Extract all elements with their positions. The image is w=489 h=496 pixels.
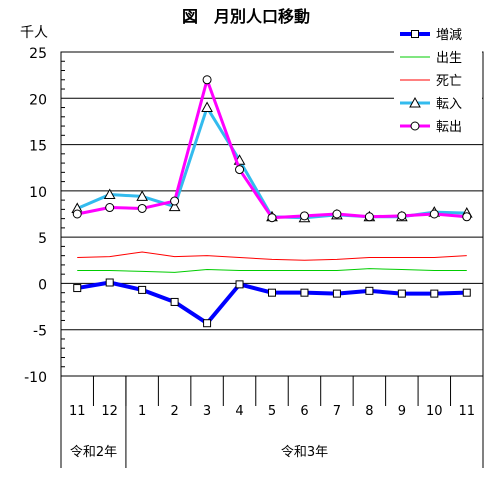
series-group [71,75,473,328]
x-tick-label: 8 [365,404,373,419]
x-tick-label: 11 [458,404,475,419]
x-tick-label: 10 [426,404,443,419]
data-point [103,188,116,200]
data-point [137,203,147,213]
data-point [72,209,82,219]
data-point [105,203,115,213]
legend-label: 出生 [436,51,462,66]
data-point [201,101,213,113]
data-point [397,289,406,298]
data-point [268,288,276,297]
x-tick-label: 7 [333,404,341,419]
legend-background [394,70,482,90]
data-point [235,165,245,175]
legend-background [394,116,482,136]
data-point [203,319,212,328]
data-point [300,288,309,297]
y-axis-ticks: -10 -5 0 5 10 15 20 25 [24,46,65,386]
legend-label: 増減 [436,27,462,43]
y-tick-label: 5 [38,231,47,247]
data-point [299,211,309,221]
x-tick-label: 11 [69,404,86,419]
data-point [168,200,181,212]
x-tick-label: 12 [101,404,118,419]
y-axis-unit-label: 千人 [20,25,48,41]
legend-label: 転入 [436,97,462,112]
data-point [364,212,374,222]
series-line-2 [77,251,467,261]
chart-title: 図 月別人口移動 [182,7,310,26]
data-point [267,213,277,223]
data-point [170,297,179,306]
data-point [202,75,212,85]
y-tick-label: 0 [38,277,47,293]
x-tick-label: 5 [268,404,276,419]
data-point [462,288,471,297]
year-group-label: 令和3年 [281,445,328,460]
y-tick-label: 20 [29,92,47,108]
series-line-0 [76,280,467,326]
legend-marker [410,121,420,131]
data-point [136,190,149,201]
year-group-label: 令和2年 [70,445,117,460]
data-point [429,209,439,219]
legend-label: 転出 [436,120,462,135]
x-tick-label: 9 [398,404,406,419]
data-point [332,209,342,219]
y-tick-label: 25 [29,46,47,62]
legend-background [394,93,482,113]
data-point [397,211,407,221]
legend-background [394,24,482,44]
x-tick-label: 6 [300,404,308,419]
legend-background [394,47,482,67]
data-point [170,196,180,206]
x-tick-label: 1 [138,404,146,419]
y-tick-label: 15 [29,139,47,155]
data-point [430,289,439,298]
grid-lines [60,51,484,377]
legend-label: 死亡 [436,74,462,89]
x-tick-label: 3 [203,404,211,419]
legend-marker [409,96,421,108]
y-tick-label: -10 [24,370,47,386]
data-point [462,212,472,222]
series-line-1 [77,268,467,273]
x-tick-label: 2 [170,404,178,419]
y-tick-label: -5 [33,324,47,340]
data-point [105,278,114,287]
data-point [365,286,374,295]
data-point [332,289,341,298]
legend-marker [411,30,419,38]
data-point [73,284,82,293]
y-tick-label: 10 [29,185,47,201]
x-tick-label: 4 [235,404,243,419]
data-point [138,285,147,294]
data-point [235,280,244,289]
